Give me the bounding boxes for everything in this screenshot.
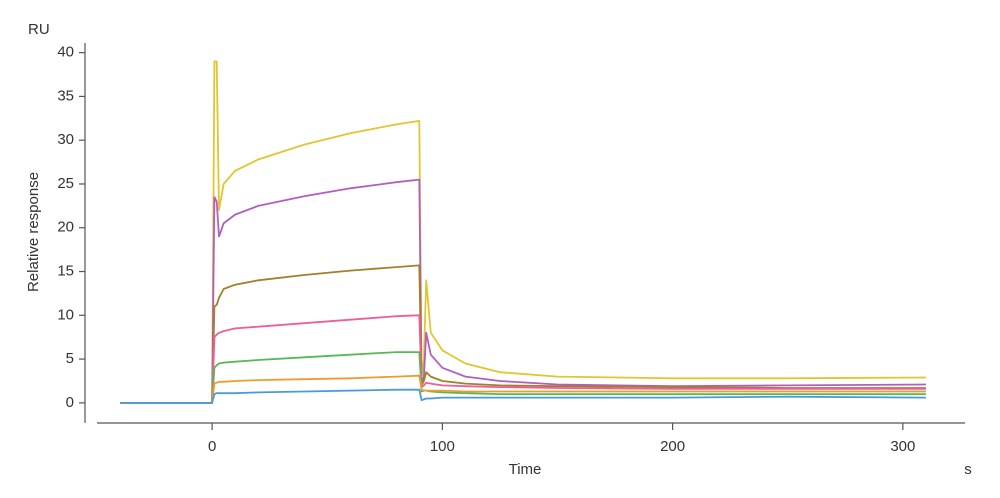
y-tick-label: 25	[57, 175, 74, 192]
sensorgram-line	[120, 374, 926, 404]
y-tick-label: 5	[66, 350, 74, 367]
x-tick-label: 200	[660, 438, 685, 455]
sensorgram-line	[120, 264, 926, 404]
y-tick-label: 35	[57, 87, 74, 104]
y-tick-label: 0	[66, 394, 74, 411]
sensorgram-line	[120, 388, 926, 404]
sensorgram-line	[120, 314, 926, 404]
sensorgram-line	[120, 178, 926, 404]
x-axis-label: Time	[509, 461, 542, 478]
sensorgram-line	[120, 60, 926, 404]
x-tick-label: 0	[208, 438, 216, 455]
y-tick-label: 20	[57, 219, 74, 236]
y-tick-label: 15	[57, 262, 74, 279]
x-unit: s	[964, 461, 972, 478]
x-tick-label: 100	[430, 438, 455, 455]
y-axis-label: Relative response	[25, 172, 42, 292]
y-tick-label: 10	[57, 306, 74, 323]
sensorgram-line	[120, 351, 926, 404]
y-tick-label: 40	[57, 44, 74, 61]
y-unit: RU	[28, 21, 50, 38]
x-tick-label: 300	[890, 438, 915, 455]
y-tick-label: 30	[57, 131, 74, 148]
